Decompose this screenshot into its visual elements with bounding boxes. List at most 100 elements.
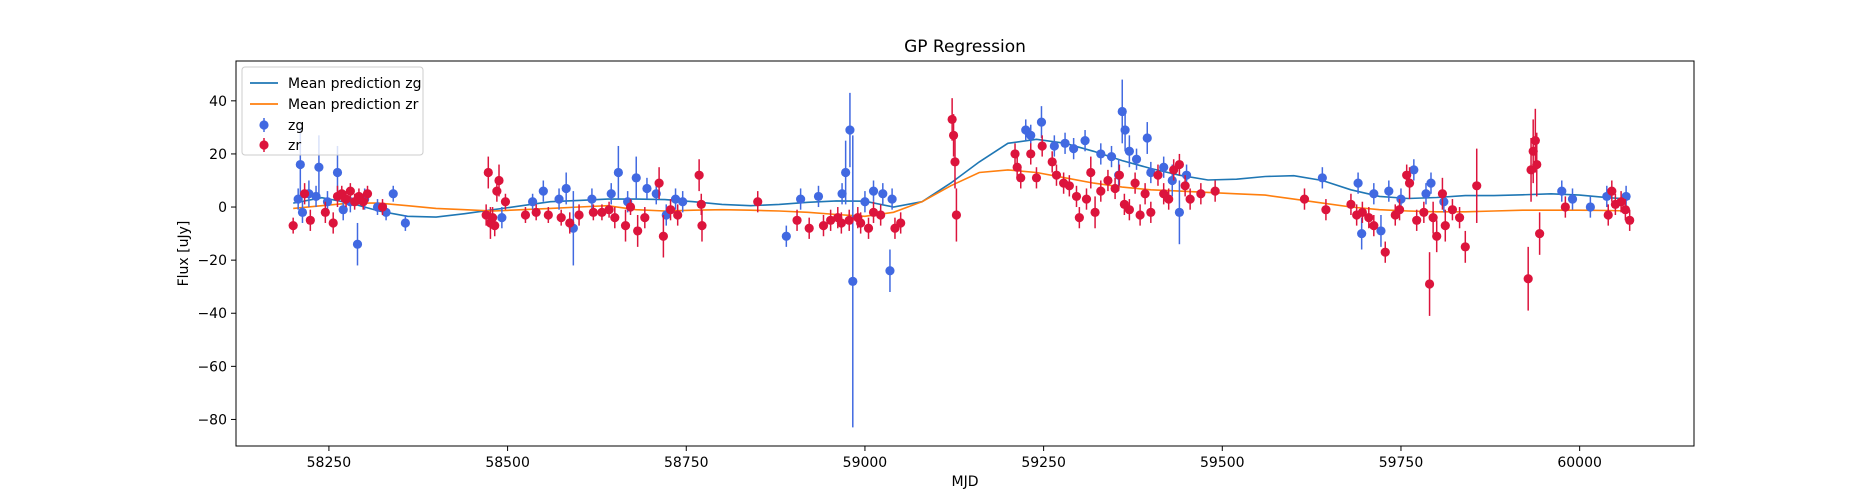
zg-marker bbox=[297, 207, 308, 217]
zg-point bbox=[1106, 145, 1117, 168]
zr-point bbox=[1419, 201, 1429, 223]
zg-marker bbox=[587, 194, 597, 204]
zg-marker bbox=[613, 167, 623, 178]
zr-marker bbox=[696, 199, 706, 209]
zg-marker bbox=[796, 194, 806, 204]
zg-marker bbox=[848, 276, 858, 286]
zr-marker bbox=[950, 157, 960, 167]
zr-marker bbox=[556, 213, 566, 223]
zr-marker bbox=[1016, 173, 1026, 183]
zr-point bbox=[1346, 193, 1356, 215]
zr-marker bbox=[543, 210, 553, 220]
zr-point bbox=[1096, 180, 1106, 202]
zg-point bbox=[1026, 124, 1036, 146]
zr-marker bbox=[520, 210, 531, 220]
zr-point bbox=[1432, 220, 1442, 253]
zg-point bbox=[1096, 143, 1106, 165]
zr-marker bbox=[665, 205, 676, 215]
x-tick-label: 58500 bbox=[485, 455, 530, 471]
zr-marker bbox=[300, 189, 310, 199]
zg-point bbox=[868, 180, 879, 202]
zr-point bbox=[341, 191, 351, 208]
zr-marker bbox=[1174, 159, 1185, 170]
zr-marker bbox=[490, 221, 500, 231]
zr-marker bbox=[1196, 189, 1206, 199]
zg-point bbox=[1131, 148, 1142, 170]
zr-point bbox=[1026, 143, 1036, 165]
zr-point bbox=[543, 207, 553, 223]
zr-point bbox=[1051, 164, 1062, 186]
zr-marker bbox=[1010, 149, 1020, 159]
zr-point bbox=[658, 215, 668, 258]
legend-box bbox=[241, 66, 424, 156]
zr-point bbox=[1164, 188, 1174, 210]
zg-point bbox=[841, 140, 851, 205]
zr-point bbox=[876, 204, 886, 226]
zr-point bbox=[520, 207, 531, 223]
zr-point bbox=[633, 215, 643, 247]
zr-point bbox=[1412, 209, 1422, 231]
zr-marker bbox=[1110, 183, 1120, 194]
zr-point bbox=[1607, 180, 1617, 202]
zg-point bbox=[1060, 132, 1070, 154]
zr-point bbox=[1447, 199, 1458, 221]
zr-marker bbox=[341, 194, 351, 204]
zg-marker bbox=[885, 266, 895, 276]
zg-marker bbox=[1069, 144, 1079, 154]
zr-marker bbox=[951, 210, 962, 220]
zr-marker bbox=[1210, 186, 1220, 196]
legend-label-mean-zr: Mean prediction zr bbox=[288, 97, 419, 113]
zr-point bbox=[1114, 164, 1124, 186]
mean-prediction-zr-line bbox=[293, 169, 1630, 218]
zr-marker bbox=[844, 215, 854, 225]
zr-marker bbox=[1603, 210, 1613, 220]
zg-point bbox=[1069, 138, 1079, 160]
zr-point bbox=[1074, 207, 1084, 229]
zr-point bbox=[826, 209, 836, 231]
zr-marker bbox=[1380, 247, 1390, 257]
zr-point bbox=[951, 188, 962, 242]
zr-point bbox=[844, 209, 854, 231]
zg-point bbox=[1317, 167, 1327, 189]
zg-marker bbox=[860, 197, 870, 207]
zr-marker bbox=[620, 221, 631, 231]
x-tick-label: 58250 bbox=[307, 455, 352, 471]
zr-point bbox=[697, 209, 707, 242]
zr-point bbox=[673, 204, 683, 226]
zr-point bbox=[531, 204, 541, 221]
zg-marker bbox=[1317, 173, 1327, 183]
zg-marker bbox=[878, 189, 888, 199]
zr-point bbox=[856, 212, 866, 234]
zg-marker bbox=[352, 239, 363, 249]
zr-marker bbox=[531, 207, 541, 217]
x-axis-ticks: 58250 58500 58750 59000 59250 59500 59750 60000 bbox=[307, 446, 1602, 471]
zr-point bbox=[1404, 167, 1415, 200]
zr-marker bbox=[1037, 141, 1047, 151]
zr-marker bbox=[1620, 205, 1630, 215]
zg-marker bbox=[1357, 228, 1367, 239]
zr-point bbox=[1620, 199, 1630, 221]
zr-point bbox=[556, 209, 566, 226]
zr-marker bbox=[487, 213, 498, 223]
zr-point bbox=[1625, 209, 1635, 231]
zr-marker bbox=[1180, 181, 1190, 191]
zg-marker bbox=[1426, 178, 1436, 188]
zr-point bbox=[753, 191, 763, 213]
zr-point bbox=[358, 193, 368, 210]
zg-point bbox=[1146, 161, 1156, 184]
zg-marker bbox=[322, 197, 333, 207]
zg-marker bbox=[631, 173, 641, 183]
zr-point bbox=[1012, 156, 1022, 178]
zr-point bbox=[1454, 207, 1465, 229]
zg-point bbox=[528, 193, 538, 210]
zr-point bbox=[500, 193, 511, 210]
zg-marker bbox=[670, 194, 681, 204]
zg-marker bbox=[1181, 170, 1192, 180]
zg-point bbox=[845, 92, 855, 168]
zr-point bbox=[494, 164, 504, 197]
zg-point bbox=[1159, 156, 1169, 178]
zg-marker bbox=[1567, 194, 1578, 204]
zr-marker bbox=[633, 226, 643, 236]
zg-point bbox=[606, 183, 616, 205]
zr-point bbox=[1460, 230, 1470, 263]
